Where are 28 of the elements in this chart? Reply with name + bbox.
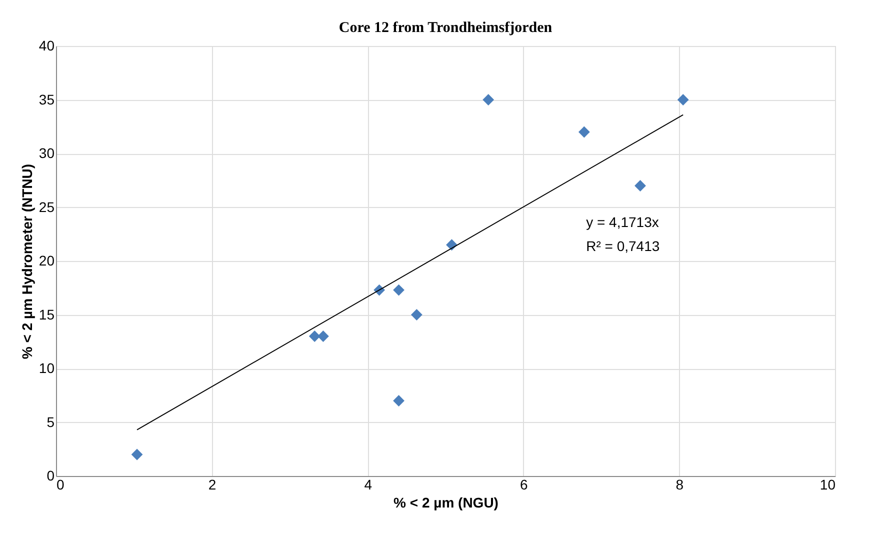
y-tick-label: 10 [38,360,55,376]
y-axis-title: % < 2 µm Hydrometer (NTNU) [18,164,35,360]
x-tick-label: 10 [820,476,836,492]
annotation: y = 4,1713x [586,214,659,230]
point [410,309,422,320]
x-tick-label: 2 [208,476,216,492]
y-tick-label: 30 [38,145,55,161]
x-tick-label: 6 [520,476,528,492]
y-tick-label: 40 [38,38,55,54]
y-tick-label: 5 [46,414,55,430]
point [634,180,646,192]
annotation: R² = 0,7413 [586,238,660,254]
point [677,94,689,106]
point [308,330,320,342]
y-tick-label: 15 [38,306,55,322]
point [393,284,404,296]
y-tick-label: 35 [38,91,55,108]
x-axis-title: % < 2 µm (NGU) [394,494,498,510]
point [317,330,329,342]
point [482,94,494,106]
point [578,126,590,138]
point [131,448,143,460]
x-tick-label: 4 [364,476,372,492]
point [393,395,404,406]
y-tick-label: 25 [38,198,55,215]
x-tick-label: 8 [676,476,684,492]
y-tick-label: 20 [38,252,55,268]
chart-title: Core 12 from Trondheimsfjorden [338,20,553,36]
